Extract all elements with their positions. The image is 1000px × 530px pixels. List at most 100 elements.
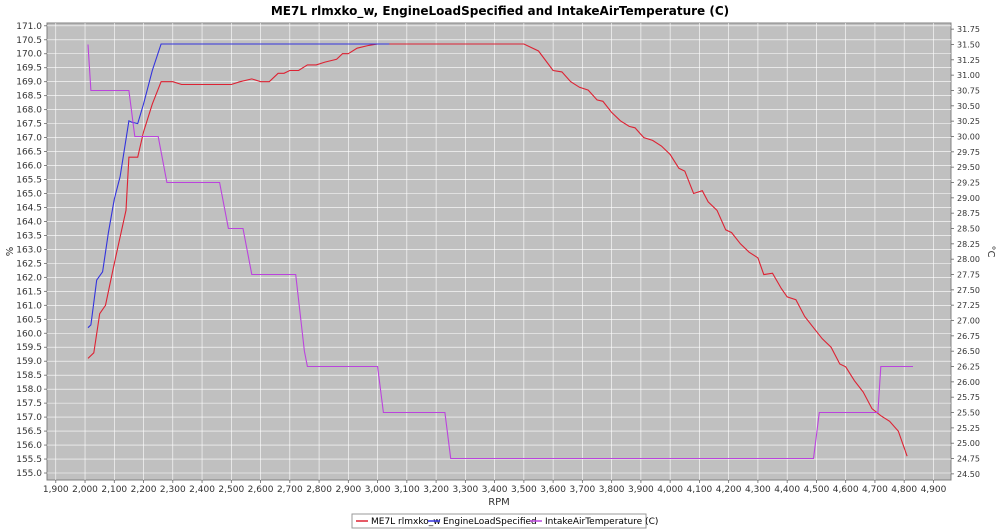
y-right-tick-label: 29.25 bbox=[957, 178, 980, 187]
x-tick-label: 1,900 bbox=[43, 485, 69, 495]
y-right-tick-label: 31.75 bbox=[957, 25, 980, 34]
y-right-tick-label: 26.25 bbox=[957, 363, 980, 372]
x-tick-label: 2,300 bbox=[160, 485, 186, 495]
x-tick-label: 4,200 bbox=[716, 485, 742, 495]
y-left-tick-label: 160.0 bbox=[16, 329, 42, 339]
y-left-tick-label: 167.5 bbox=[16, 120, 42, 130]
y-left-tick-label: 170.0 bbox=[16, 50, 42, 60]
x-tick-label: 4,800 bbox=[891, 485, 917, 495]
y-left-tick-label: 163.5 bbox=[16, 231, 42, 241]
y-right-tick-label: 30.50 bbox=[957, 102, 980, 111]
x-axis-label: RPM bbox=[488, 497, 510, 508]
y-left-tick-label: 158.0 bbox=[16, 385, 42, 395]
y-right-tick-label: 28.50 bbox=[957, 224, 980, 233]
x-tick-label: 4,300 bbox=[745, 485, 771, 495]
x-tick-label: 3,000 bbox=[365, 485, 391, 495]
legend: ME7L rlmxko_w EngineLoadSpecified IntakeAi… bbox=[351, 513, 658, 529]
y-right-tick-label: 26.50 bbox=[957, 347, 980, 356]
y-left-tick-label: 157.0 bbox=[16, 413, 42, 423]
y-left-tick-label: 169.5 bbox=[16, 64, 42, 74]
x-tick-label: 2,200 bbox=[131, 485, 157, 495]
x-tick-label: 3,300 bbox=[452, 485, 478, 495]
y-right-tick-label: 27.25 bbox=[957, 301, 980, 310]
y-right-tick-label: 30.75 bbox=[957, 86, 980, 95]
y-left-tick-label: 166.5 bbox=[16, 148, 42, 158]
grid bbox=[47, 23, 951, 480]
y-right-tick-label: 28.75 bbox=[957, 209, 980, 218]
x-tick-label: 3,200 bbox=[423, 485, 449, 495]
legend-entry: IntakeAirTemperature (C) bbox=[545, 517, 658, 527]
y-left-tick-label: 163.0 bbox=[16, 245, 42, 255]
x-tick-label: 4,100 bbox=[687, 485, 713, 495]
y-right-tick-label: 27.00 bbox=[957, 317, 980, 326]
series-lines bbox=[87, 43, 913, 460]
y-left-tick-label: 158.5 bbox=[16, 371, 42, 381]
y-left-tick-label: 164.5 bbox=[16, 203, 42, 213]
x-tick-label: 2,800 bbox=[306, 485, 332, 495]
y-axis-left-label: % bbox=[5, 247, 16, 257]
x-tick-label: 3,600 bbox=[540, 485, 566, 495]
x-tick-label: 4,400 bbox=[774, 485, 800, 495]
x-tick-label: 4,500 bbox=[804, 485, 830, 495]
series-line-0 bbox=[87, 43, 908, 457]
legend-box bbox=[351, 513, 647, 529]
y-left-tick-label: 168.5 bbox=[16, 92, 42, 102]
y-left-tick-label: 165.0 bbox=[16, 190, 42, 200]
y-right-tick-label: 29.75 bbox=[957, 148, 980, 157]
y-right-tick-label: 31.00 bbox=[957, 71, 980, 80]
chart-title: ME7L rlmxko_w, EngineLoadSpecified and I… bbox=[271, 4, 729, 19]
y-left-tick-label: 159.5 bbox=[16, 343, 42, 353]
x-tick-label: 3,800 bbox=[599, 485, 625, 495]
y-right-tick-label: 25.00 bbox=[957, 439, 980, 448]
x-tick-label: 2,600 bbox=[248, 485, 274, 495]
y-right-tick-label: 25.75 bbox=[957, 393, 980, 402]
y-right-tick-label: 27.50 bbox=[957, 286, 980, 295]
series-line-1 bbox=[87, 43, 390, 329]
series-line-2 bbox=[87, 44, 913, 460]
y-left-tick-label: 166.0 bbox=[16, 162, 42, 172]
x-tick-label: 2,100 bbox=[101, 485, 127, 495]
y-left-tick-label: 155.0 bbox=[16, 469, 42, 479]
y-right-tick-label: 30.25 bbox=[957, 117, 980, 126]
y-left-tick-label: 165.5 bbox=[16, 176, 42, 186]
x-tick-label: 3,100 bbox=[394, 485, 420, 495]
y-right-tick-label: 31.50 bbox=[957, 40, 980, 49]
y-right-tick-label: 29.50 bbox=[957, 163, 980, 172]
y-right-tick-label: 24.50 bbox=[957, 470, 980, 479]
x-tick-label: 2,000 bbox=[72, 485, 98, 495]
x-tick-label: 2,500 bbox=[218, 485, 244, 495]
y-left-tick-label: 161.0 bbox=[16, 301, 42, 311]
y-axis-right-label: °C bbox=[985, 246, 996, 258]
y-right-tick-label: 26.75 bbox=[957, 332, 980, 341]
y-left-tick-label: 168.0 bbox=[16, 106, 42, 116]
y-right-tick-label: 25.50 bbox=[957, 409, 980, 418]
y-left-tick-label: 156.0 bbox=[16, 441, 42, 451]
y-right-tick-label: 28.00 bbox=[957, 255, 980, 264]
y-left-tick-label: 162.0 bbox=[16, 273, 42, 283]
y-left-tick-label: 162.5 bbox=[16, 259, 42, 269]
x-tick-label: 3,500 bbox=[511, 485, 537, 495]
x-tick-label: 2,900 bbox=[335, 485, 361, 495]
y-left-tick-label: 155.5 bbox=[16, 455, 42, 465]
x-tick-label: 3,700 bbox=[569, 485, 595, 495]
legend-entry: ME7L rlmxko_w bbox=[371, 517, 441, 527]
y-left-tick-label: 161.5 bbox=[16, 287, 42, 297]
x-tick-label: 4,700 bbox=[862, 485, 888, 495]
legend-entry: EngineLoadSpecified bbox=[443, 517, 537, 527]
plot-area bbox=[46, 22, 952, 481]
y-left-tick-label: 169.0 bbox=[16, 78, 42, 88]
y-right-tick-label: 27.75 bbox=[957, 271, 980, 280]
y-right-tick-label: 31.25 bbox=[957, 56, 980, 65]
x-tick-label: 4,600 bbox=[833, 485, 859, 495]
y-right-tick-label: 28.25 bbox=[957, 240, 980, 249]
y-right-tick-label: 29.00 bbox=[957, 194, 980, 203]
y-right-tick-label: 24.75 bbox=[957, 455, 980, 464]
y-left-tick-label: 171.0 bbox=[16, 22, 42, 32]
y-left-tick-label: 160.5 bbox=[16, 315, 42, 325]
x-tick-label: 4,900 bbox=[921, 485, 947, 495]
x-tick-label: 3,900 bbox=[628, 485, 654, 495]
y-right-tick-label: 30.00 bbox=[957, 132, 980, 141]
axes: 1,900 2,000 2,100 2,200 2,300 2,400 2,500 2,600… bbox=[16, 22, 980, 495]
y-left-tick-label: 159.0 bbox=[16, 357, 42, 367]
